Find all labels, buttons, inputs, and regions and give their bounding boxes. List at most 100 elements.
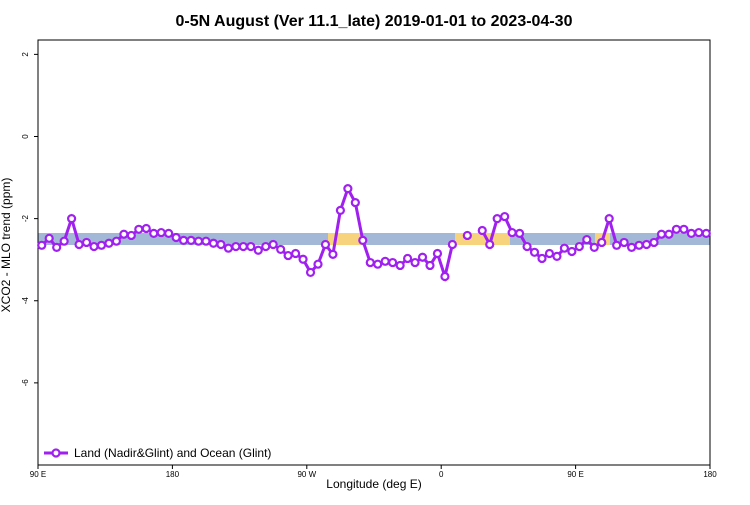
x-tick-label: 90 E: [567, 470, 583, 479]
data-point: [66, 214, 77, 224]
data-point: [201, 236, 211, 246]
data-point: [104, 238, 114, 248]
data-point: [507, 227, 517, 238]
data-point: [238, 241, 248, 252]
data-point: [559, 243, 570, 253]
data-point: [246, 241, 256, 252]
data-point: [522, 241, 532, 252]
data-point: [388, 257, 398, 268]
data-point: [567, 246, 577, 257]
data-point: [358, 235, 368, 245]
y-tick-label: -2: [21, 215, 30, 223]
data-point: [686, 228, 696, 239]
data-point: [425, 260, 435, 271]
x-axis-label: Longitude (deg E): [326, 477, 421, 491]
data-point: [634, 240, 644, 250]
data-point: [268, 239, 278, 250]
data-point: [126, 230, 136, 241]
data-point: [320, 239, 331, 250]
data-point: [671, 224, 682, 234]
data-point: [335, 205, 345, 216]
y-tick-label: -4: [21, 297, 30, 305]
data-point: [328, 249, 338, 259]
data-point: [223, 243, 233, 253]
surface-band: [38, 233, 710, 245]
data-point: [664, 229, 674, 239]
data-point: [96, 240, 107, 250]
data-point: [537, 253, 547, 264]
data-point: [641, 239, 652, 250]
data-point: [37, 240, 47, 250]
data-point: [612, 240, 622, 250]
data-point: [149, 228, 159, 239]
data-point: [208, 238, 219, 248]
data-point: [373, 259, 383, 269]
plot-frame: [37, 39, 711, 466]
data-point: [119, 229, 129, 239]
data-point: [156, 227, 166, 238]
data-point: [410, 257, 420, 268]
data-point: [52, 242, 62, 252]
data-point: [694, 227, 704, 238]
data-point: [477, 225, 487, 236]
data-point: [81, 237, 92, 248]
data-point: [582, 234, 592, 245]
x-tick-label: 180: [703, 470, 717, 479]
data-point: [305, 267, 316, 278]
data-point: [679, 224, 689, 234]
data-point: [343, 184, 353, 194]
data-point: [626, 242, 637, 252]
data-point: [604, 214, 614, 224]
data-point: [164, 228, 174, 239]
data-point: [649, 237, 659, 248]
data-point: [403, 253, 413, 264]
data-point: [141, 223, 151, 234]
data-point: [261, 241, 271, 252]
data-point: [529, 247, 540, 257]
data-point: [365, 257, 375, 268]
data-point: [89, 241, 99, 252]
land-band: [328, 233, 363, 245]
data-point: [193, 236, 204, 246]
data-point: [298, 254, 308, 264]
data-point: [395, 260, 405, 271]
data-point: [462, 230, 472, 241]
data-point: [111, 236, 122, 246]
data-point: [492, 214, 502, 224]
data-point: [291, 248, 301, 259]
legend-marker: [51, 448, 61, 458]
data-point: [552, 251, 562, 262]
x-tick-label: 180: [166, 470, 180, 479]
y-tick-label: 2: [21, 52, 30, 57]
data-point: [74, 239, 84, 250]
data-point: [179, 235, 189, 245]
chart-title: 0-5N August (Ver 11.1_late) 2019-01-01 t…: [176, 13, 573, 30]
data-point: [350, 198, 360, 208]
data-point: [440, 271, 450, 282]
data-point: [134, 224, 144, 234]
data-point: [276, 244, 286, 255]
data-point: [59, 236, 69, 246]
y-tick-label: 0: [21, 134, 30, 139]
data-point: [253, 245, 263, 255]
y-tick-label: -6: [21, 379, 30, 387]
data-point: [544, 248, 555, 259]
data-point: [283, 250, 293, 261]
data-point: [500, 211, 510, 222]
data-point: [216, 239, 226, 250]
x-tick-label: 90 W: [297, 470, 316, 479]
legend-label: Land (Nadir&Glint) and Ocean (Glint): [74, 446, 271, 460]
data-point: [231, 241, 241, 252]
x-tick-label: 0: [439, 470, 444, 479]
data-point: [574, 241, 584, 252]
data-point: [186, 235, 196, 245]
data-point: [514, 228, 525, 239]
data-point: [432, 248, 443, 259]
data-point: [589, 242, 599, 252]
data-point: [701, 228, 711, 239]
data-point: [597, 237, 607, 248]
data-point: [485, 239, 495, 250]
data-point: [417, 252, 428, 262]
data-point: [171, 232, 181, 243]
